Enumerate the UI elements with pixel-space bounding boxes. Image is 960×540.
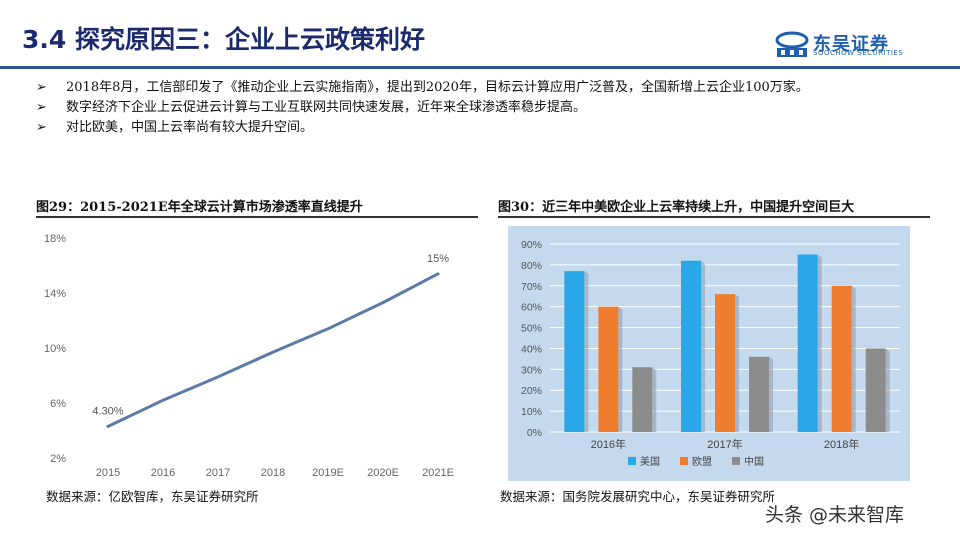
logo-subtext: SOOCHOW SECURITIES: [813, 49, 904, 57]
bar-shadow: [701, 260, 705, 432]
y-tick-label: 10%: [521, 406, 542, 418]
bar: [681, 260, 701, 432]
legend-label: 美国: [640, 455, 660, 468]
data-label: 4.30%: [92, 405, 123, 417]
bar: [598, 306, 619, 432]
title-divider: [0, 66, 960, 69]
y-tick-label: 18%: [44, 233, 66, 245]
y-tick-label: 10%: [44, 343, 66, 355]
brand-logo: 东吴证券 SOOCHOW SECURITIES: [775, 30, 935, 60]
bullet-item: ➢ 数字经济下企业上云促进云计算与工业互联网共同快速发展，近年来全球渗透率稳步提…: [36, 98, 916, 118]
y-tick-label: 60%: [521, 302, 542, 314]
bullet-item: ➢ 对比欧美，中国上云率尚有较大提升空间。: [36, 118, 916, 138]
data-label: 15%: [427, 253, 449, 265]
bar-shadow: [769, 356, 773, 432]
x-tick-label: 2016年: [591, 437, 626, 451]
x-tick-label: 2018年: [824, 437, 859, 451]
bullet-text: 数字经济下企业上云促进云计算与工业互联网共同快速发展，近年来全球渗透率稳步提高。: [66, 100, 587, 115]
bar-shadow: [817, 254, 822, 432]
series-line: [106, 272, 440, 428]
bar: [797, 254, 818, 432]
legend-swatch: [732, 457, 740, 465]
bar-shadow: [735, 294, 739, 432]
x-tick-label: 2020E: [367, 467, 399, 479]
bullet-list: ➢ 2018年8月，工信部印发了《推动企业上云实施指南》，提出到2020年，目标…: [36, 78, 916, 138]
y-tick-label: 20%: [521, 385, 542, 397]
y-tick-label: 90%: [521, 239, 542, 251]
figure29-title: 图29：2015-2021E年全球云计算市场渗透率直线提升: [36, 200, 363, 215]
y-tick-label: 6%: [50, 398, 66, 410]
bullet-arrow-icon: ➢: [36, 80, 47, 95]
y-tick-label: 40%: [521, 343, 542, 355]
watermark: 头条 @未来智库: [765, 504, 905, 526]
bar-shadow: [652, 367, 657, 432]
logo-icon: [775, 31, 809, 57]
y-tick-label: 70%: [521, 281, 542, 293]
page-title: 3.4 探究原因三：企业上云政策利好: [22, 25, 425, 54]
bullet-text: 对比欧美，中国上云率尚有较大提升空间。: [66, 120, 314, 135]
y-tick-label: 2%: [50, 453, 66, 465]
bar: [632, 367, 653, 432]
x-tick-label: 2021E: [422, 467, 454, 479]
x-tick-label: 2018: [261, 467, 285, 479]
bar-shadow: [618, 306, 623, 432]
bar-shadow: [885, 348, 890, 432]
figure30-underline: [498, 216, 930, 218]
y-tick-label: 50%: [521, 323, 542, 335]
y-tick-label: 30%: [521, 364, 542, 376]
bullet-arrow-icon: ➢: [36, 120, 47, 135]
bar-shadow: [851, 285, 856, 432]
x-tick-label: 2017年: [707, 437, 742, 451]
legend-swatch: [628, 457, 636, 465]
figure30-title: 图30：近三年中美欧企业上云率持续上升，中国提升空间巨大: [498, 200, 855, 215]
logo-text: 东吴证券: [813, 34, 889, 55]
line-chart: 2% 6% 10% 14% 18% 2015 2016 2017 2018 2019E 2020E 2…: [44, 233, 454, 479]
x-tick-label: 2017: [206, 467, 230, 479]
bar-shadow: [584, 271, 589, 432]
bar: [831, 285, 852, 432]
bar: [715, 294, 735, 432]
bar: [749, 356, 769, 432]
y-tick-label: 0%: [527, 427, 542, 439]
legend-label: 中国: [744, 455, 764, 468]
bullet-arrow-icon: ➢: [36, 100, 47, 115]
x-tick-label: 2019E: [312, 467, 344, 479]
figure29-source: 数据来源：亿欧智库，东吴证券研究所: [46, 489, 259, 504]
x-tick-label: 2016: [151, 467, 175, 479]
legend-swatch: [680, 457, 688, 465]
figure30-source: 数据来源：国务院发展研究中心，东吴证券研究所: [500, 489, 776, 504]
y-tick-label: 14%: [44, 288, 66, 300]
bar: [865, 348, 886, 432]
y-tick-label: 80%: [521, 260, 542, 272]
bar-chart: 0% 10% 20% 30% 40% 50% 60% 70% 80% 90% 2016年 2017年 2…: [508, 226, 910, 481]
legend-label: 欧盟: [692, 456, 712, 468]
bullet-text: 2018年8月，工信部印发了《推动企业上云实施指南》，提出到2020年，目标云计…: [66, 80, 809, 95]
bar: [564, 271, 585, 432]
figure29-underline: [36, 216, 478, 218]
x-tick-label: 2015: [96, 467, 120, 479]
bullet-item: ➢ 2018年8月，工信部印发了《推动企业上云实施指南》，提出到2020年，目标…: [36, 78, 916, 98]
